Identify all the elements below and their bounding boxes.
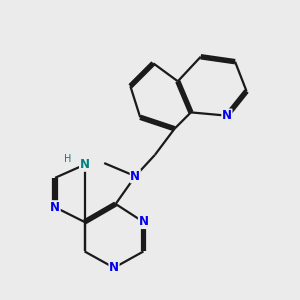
Text: N: N	[139, 215, 148, 229]
Text: N: N	[50, 201, 60, 214]
Text: N: N	[109, 261, 119, 274]
Text: H: H	[64, 154, 71, 164]
Text: N: N	[130, 170, 140, 183]
Text: N: N	[222, 109, 232, 122]
Text: N: N	[80, 158, 90, 171]
